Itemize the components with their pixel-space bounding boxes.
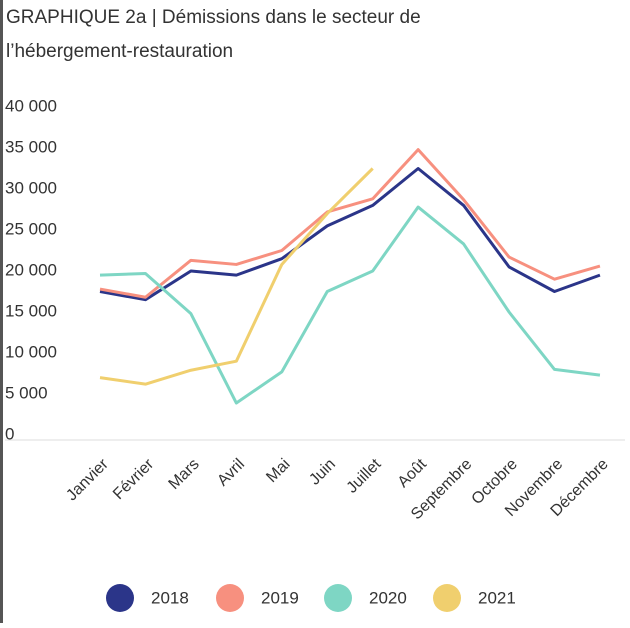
series-line xyxy=(99,167,374,386)
y-tick-label: 0 xyxy=(5,424,14,443)
y-tick-label: 15 000 xyxy=(5,301,57,320)
legend-marker xyxy=(216,584,244,612)
legend-label: 2021 xyxy=(478,588,516,607)
y-tick-label: 5 000 xyxy=(5,383,48,402)
legend-label: 2020 xyxy=(369,588,407,607)
series-line xyxy=(99,167,601,302)
x-tick-label: Juillet xyxy=(344,455,385,496)
y-tick-label: 30 000 xyxy=(5,178,57,197)
x-tick-label: Mai xyxy=(263,456,293,486)
left-border xyxy=(0,0,3,623)
y-tick-label: 35 000 xyxy=(5,137,57,156)
x-tick-label: Mars xyxy=(166,456,203,493)
legend-marker xyxy=(433,584,461,612)
x-tick-label: Avril xyxy=(214,456,248,490)
legend-marker xyxy=(106,584,134,612)
legend-label: 2018 xyxy=(151,588,189,607)
y-tick-label: 40 000 xyxy=(5,96,57,115)
series-line xyxy=(99,148,601,299)
legend-marker xyxy=(324,584,352,612)
x-tick-label: Février xyxy=(110,455,158,503)
x-tick-label: Janvier xyxy=(63,455,112,504)
x-tick-label: Août xyxy=(395,455,431,491)
y-tick-label: 25 000 xyxy=(5,219,57,238)
y-tick-label: 10 000 xyxy=(5,342,57,361)
chart-title: GRAPHIQUE 2a | Démissions dans le secteu… xyxy=(6,7,421,28)
y-tick-label: 20 000 xyxy=(5,260,57,279)
chart-title: l’hébergement-restauration xyxy=(6,41,233,62)
series-line xyxy=(99,205,601,405)
x-tick-label: Juin xyxy=(306,456,339,489)
legend-label: 2019 xyxy=(261,588,299,607)
